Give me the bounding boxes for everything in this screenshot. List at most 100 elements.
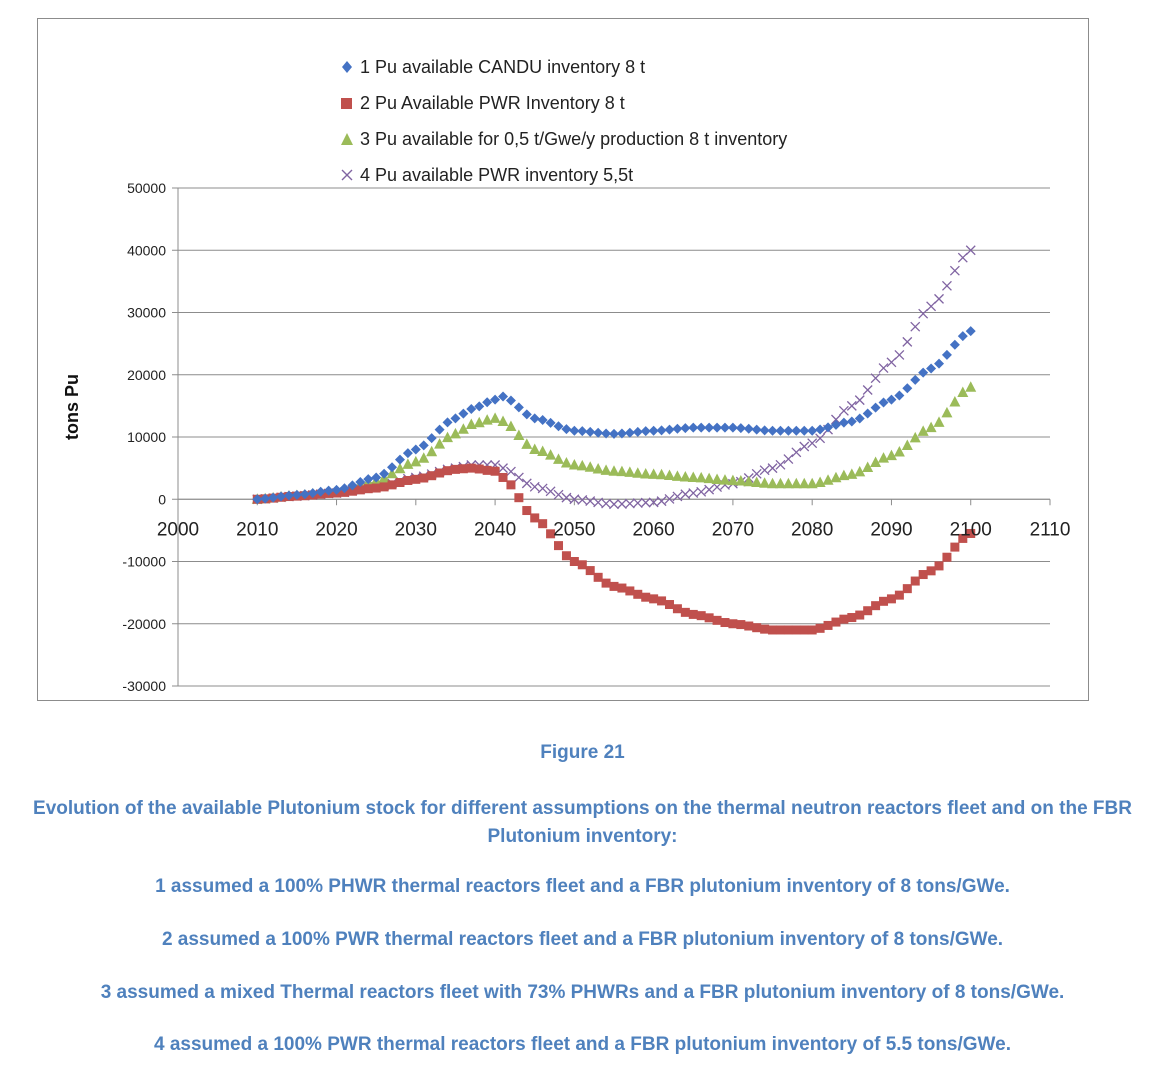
- series-1-point: [347, 480, 358, 491]
- series-2-point: [585, 566, 595, 576]
- series-2-point: [926, 566, 936, 576]
- series-4-point: [751, 468, 762, 479]
- series-1-point: [719, 422, 730, 433]
- series-3-point: [743, 475, 755, 487]
- series-1-point: [585, 426, 596, 437]
- series-4-point: [791, 447, 802, 458]
- x-tick-label: 2100: [950, 519, 992, 540]
- y-tick-label: 20000: [127, 367, 166, 383]
- series-3-point: [473, 416, 485, 428]
- series-1-point: [823, 422, 834, 433]
- series-1-point: [616, 428, 627, 439]
- series-1-point: [577, 426, 588, 437]
- series-3-point: [489, 412, 501, 423]
- series-1-point: [458, 408, 469, 419]
- series-4-point: [616, 499, 627, 509]
- series-4-point: [846, 400, 857, 411]
- series-1-point: [656, 425, 667, 436]
- x-tick-label: 2080: [791, 519, 833, 540]
- series-2-point: [839, 614, 849, 624]
- series-2-point: [657, 596, 667, 606]
- series-4-point: [775, 459, 786, 470]
- series-1-point: [791, 425, 802, 436]
- series-2-point: [474, 464, 484, 474]
- series-2-point: [712, 615, 722, 625]
- series-1-point: [815, 424, 826, 435]
- series-3-point: [838, 469, 850, 481]
- series-1-point: [759, 425, 770, 436]
- series-1-point: [648, 425, 659, 436]
- series-2-point: [554, 541, 564, 551]
- series-1-point: [941, 349, 952, 360]
- series-1-point: [426, 433, 437, 444]
- series-2-point: [419, 473, 429, 483]
- series-4-point: [878, 363, 889, 374]
- series-4-point: [569, 494, 580, 505]
- series-3-point: [568, 459, 580, 470]
- square-marker-icon: [338, 94, 356, 112]
- series-3-point: [410, 455, 422, 467]
- series-3-point: [893, 445, 905, 457]
- series-4-point: [672, 491, 683, 502]
- y-tick-label: 0: [158, 491, 166, 507]
- series-1-point: [545, 417, 556, 428]
- series-3-point: [648, 468, 660, 479]
- series-4-point: [926, 301, 937, 312]
- series-2-point: [728, 619, 738, 629]
- series-3-point: [386, 467, 398, 479]
- series-1-point: [934, 358, 945, 369]
- series-3-point: [663, 469, 675, 480]
- series-3-point: [751, 476, 763, 488]
- legend-label-4: 4 Pu available PWR inventory 5,5t: [360, 164, 634, 185]
- axis-layer: [172, 187, 1051, 687]
- series-3-point: [560, 456, 572, 468]
- series-2-point: [450, 464, 460, 474]
- series-1-point: [854, 413, 865, 424]
- series-2-point: [522, 506, 532, 516]
- series-4-point: [783, 454, 794, 465]
- series-2-point: [443, 466, 453, 476]
- x-tick-label: 2030: [395, 519, 437, 540]
- series-3-point: [719, 474, 731, 485]
- series-3-point: [830, 471, 842, 483]
- y-tick-label: -10000: [122, 554, 166, 570]
- series-4-point: [537, 483, 548, 494]
- series-4-point: [696, 486, 707, 497]
- series-3-point: [727, 474, 739, 486]
- series-4-point: [521, 478, 532, 489]
- series-3-point: [553, 453, 565, 464]
- series-2-point: [934, 561, 944, 571]
- series-4-point: [934, 293, 944, 304]
- series-3-point: [442, 431, 454, 443]
- series-3-point: [846, 468, 858, 479]
- x-tick-label: 2110: [1030, 519, 1071, 540]
- series-3-point: [965, 381, 977, 392]
- series-1-point: [878, 397, 889, 408]
- series-3-point: [679, 471, 691, 482]
- series-1-point: [434, 424, 445, 435]
- series-1-point: [688, 422, 699, 433]
- series-3-point: [957, 386, 969, 398]
- series-2-point: [768, 625, 778, 635]
- series-1-point: [632, 426, 643, 437]
- series-1-point: [307, 488, 318, 499]
- x-tick-label: 2040: [474, 519, 516, 540]
- series-3-point: [616, 465, 628, 477]
- series-2-point: [807, 625, 817, 635]
- series-1-point: [283, 490, 294, 501]
- series-2-point: [950, 542, 960, 552]
- series-3-point: [909, 431, 921, 443]
- x-tick-label: 2000: [157, 519, 199, 540]
- series-3-point: [925, 421, 937, 433]
- series-4-point: [656, 496, 667, 507]
- series-1-point: [609, 428, 619, 439]
- chart-frame: 50000 40000 30000 20000 10000 0 -10000 -20000 -3…: [37, 18, 1089, 701]
- series-1-point: [450, 413, 461, 424]
- series-1-point: [394, 454, 405, 465]
- series-3-point: [608, 465, 620, 476]
- series-1-point: [418, 440, 429, 451]
- series-4-point: [910, 321, 921, 332]
- series-4-point: [529, 481, 540, 492]
- series-4-point: [632, 498, 643, 509]
- series-2-point: [720, 618, 730, 628]
